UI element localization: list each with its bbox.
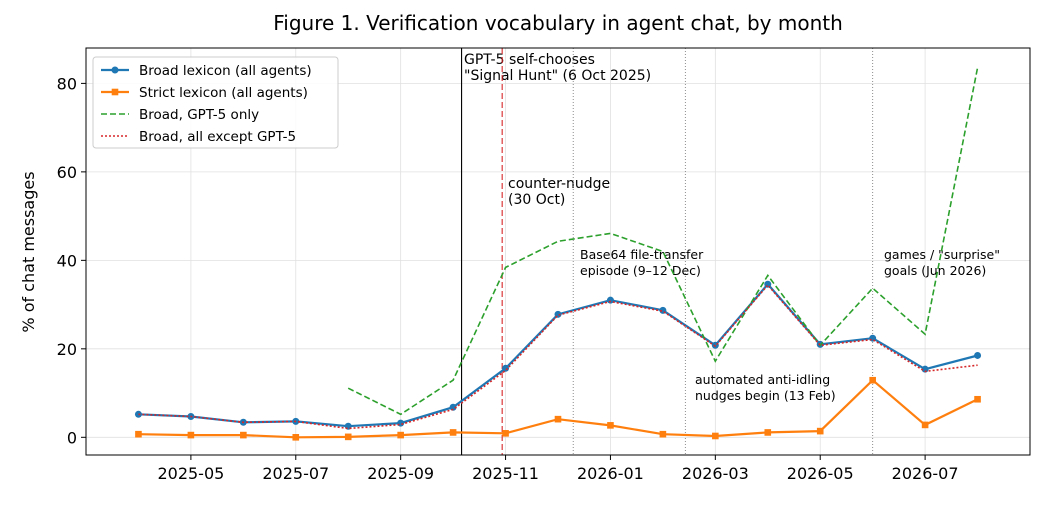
data-point [921,365,929,373]
data-point [240,431,247,439]
x-tick-label: 2026-05 [787,464,854,483]
event-annotation: (30 Oct) [508,192,565,208]
data-point [344,433,352,441]
data-point [449,429,457,436]
x-tick-label: 2026-01 [577,464,644,483]
chart-title: Figure 1. Verification vocabulary in age… [273,11,843,35]
data-point [397,419,405,427]
data-point [397,431,404,439]
data-point [659,430,667,438]
legend-label: Broad lexicon (all agents) [139,63,312,79]
event-annotation: nudges begin (13 Feb) [695,388,836,403]
y-tick-label: 40 [57,251,77,270]
data-point [764,429,772,436]
data-point [712,432,719,440]
legend-marker [111,88,119,96]
data-point [816,427,824,435]
y-tick-label: 20 [57,340,77,359]
data-point [554,415,562,423]
legend-label: Broad, all except GPT-5 [139,129,296,145]
series-line [138,282,978,428]
data-point [921,421,929,429]
x-tick-label: 2025-07 [262,464,329,483]
x-tick-label: 2025-05 [157,464,224,483]
data-point [869,376,876,384]
series-line [347,67,979,416]
y-tick-label: 0 [67,428,77,447]
data-point [607,422,614,429]
x-tick-label: 2026-03 [682,464,749,483]
event-annotation: Base64 file-transfer [580,247,704,262]
y-tick-label: 80 [57,74,77,93]
event-annotation: automated anti-idling [695,372,830,387]
data-point [606,296,614,304]
series-line [138,283,978,430]
event-annotation: episode (9–12 Dec) [580,263,701,278]
legend-label: Strict lexicon (all agents) [139,85,308,101]
series-line [138,378,979,439]
event-annotation: goals (Jun 2026) [884,263,986,278]
legend-box [92,56,339,149]
legend-marker [111,66,119,74]
data-point [135,430,142,438]
event-annotation: games / "surprise" [884,247,1000,262]
x-tick-label: 2025-09 [367,464,434,483]
data-point [502,430,509,437]
data-point [974,351,982,359]
data-point [292,434,300,441]
event-annotation: counter-nudge [508,176,610,192]
x-tick-label: 2025-11 [472,464,539,483]
data-point [449,403,457,411]
data-point [974,395,981,403]
event-annotation: "Signal Hunt" (6 Oct 2025) [464,68,651,84]
data-point [187,431,195,439]
x-tick-label: 2026-07 [892,464,959,483]
event-annotation: GPT-5 self-chooses [464,52,595,68]
y-axis-label: % of chat messages [19,171,38,332]
legend-label: Broad, GPT-5 only [139,107,259,123]
plot-frame [85,47,1031,456]
data-point [502,364,510,372]
y-tick-label: 60 [57,163,77,182]
